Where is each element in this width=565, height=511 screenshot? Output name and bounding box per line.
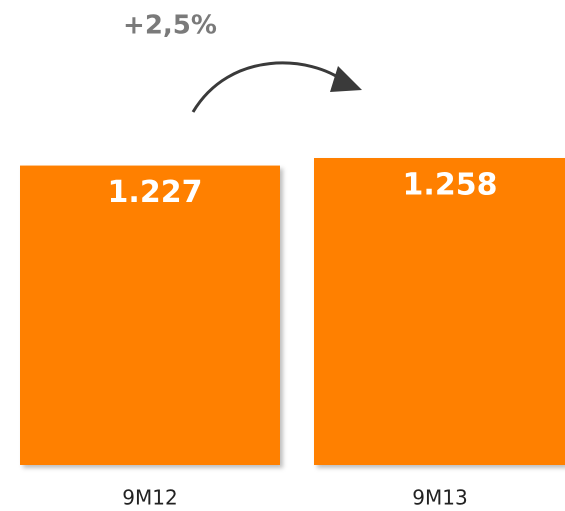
- value-label: 1.258: [403, 168, 498, 203]
- x-tick-label: 9M13: [412, 486, 467, 510]
- x-tick-label: 9M12: [122, 486, 177, 510]
- annotation: +2,5%: [123, 11, 217, 41]
- arrow: [191, 61, 346, 113]
- bar: [314, 158, 565, 465]
- arrow-head: [330, 66, 362, 92]
- value-label: 1.227: [108, 175, 203, 210]
- bar: [20, 165, 280, 465]
